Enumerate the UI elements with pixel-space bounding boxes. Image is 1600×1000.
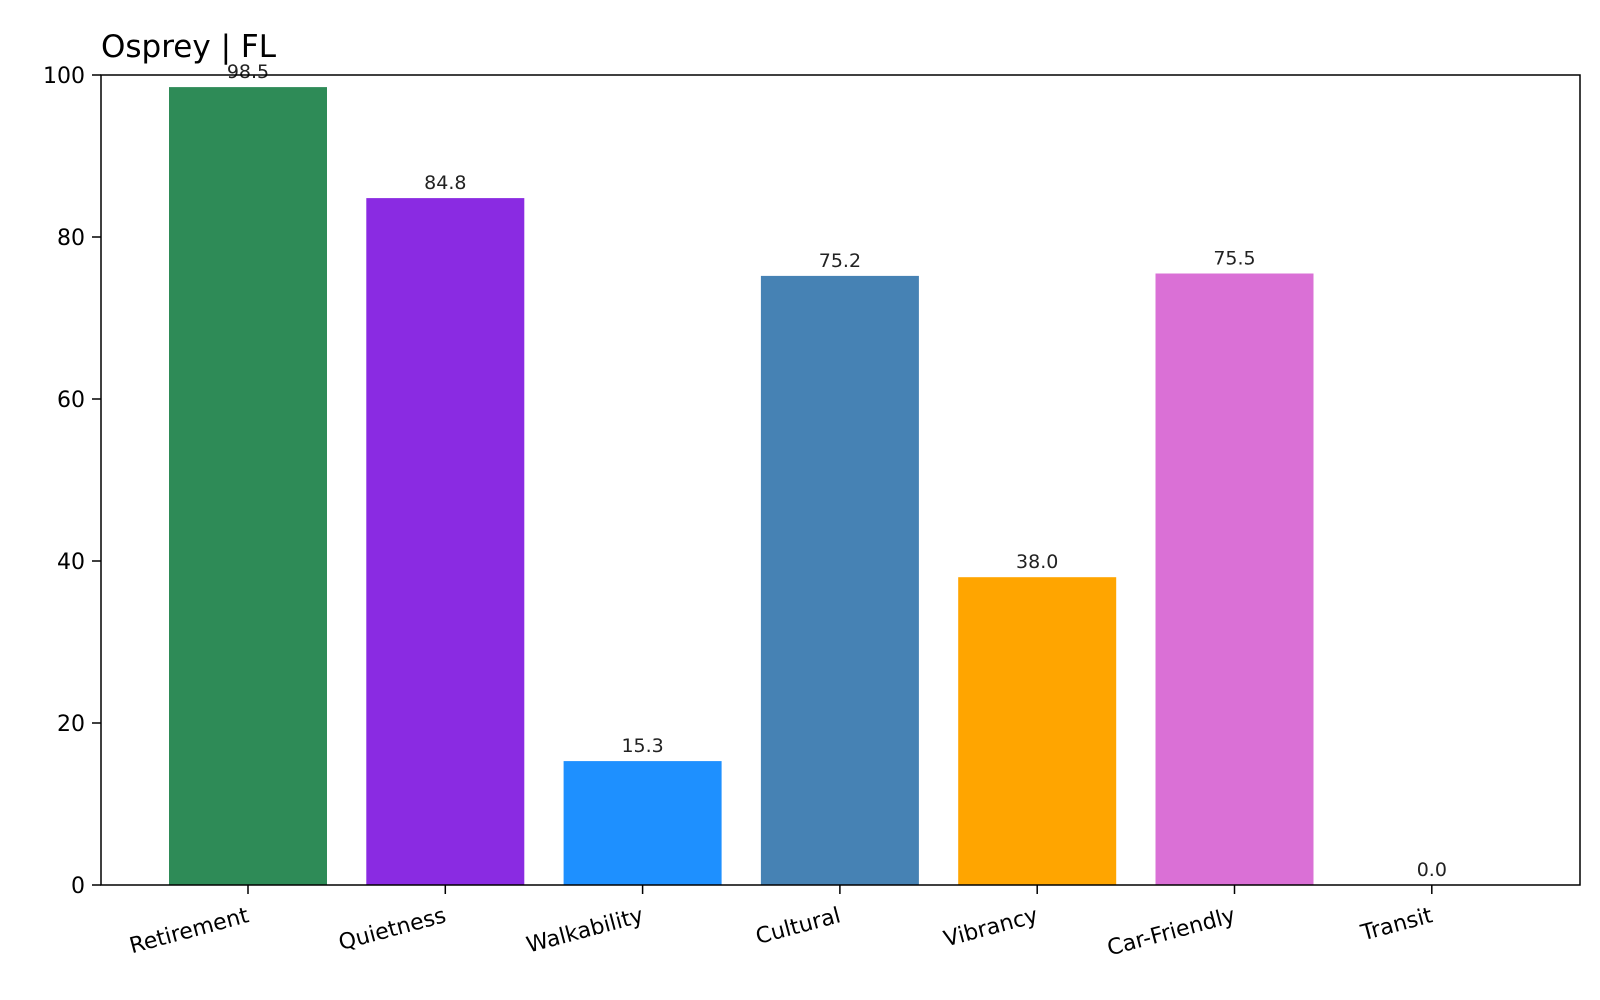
x-tick-label-transit: Transit: [1357, 903, 1435, 946]
x-tick-label-vibrancy: Vibrancy: [941, 903, 1040, 952]
bar-car-friendly: [1155, 273, 1314, 885]
bar-cultural: [760, 275, 919, 885]
y-tick-label: 100: [43, 64, 85, 89]
bar-value-label-quietness: 84.8: [424, 172, 466, 194]
bar-value-label-vibrancy: 38.0: [1016, 551, 1058, 573]
y-tick-label: 20: [57, 712, 85, 737]
bar-value-label-cultural: 75.2: [819, 250, 861, 272]
y-tick-label: 60: [57, 388, 85, 413]
y-tick-label: 0: [71, 874, 85, 899]
x-tick-label-cultural: Cultural: [753, 903, 843, 950]
chart-title: Osprey | FL: [101, 29, 277, 65]
bars-layer: [169, 87, 1314, 886]
x-tick-label-quietness: Quietness: [336, 903, 449, 956]
y-axis: 0 20 40 60 80 100: [43, 64, 101, 899]
x-tick-label-car-friendly: Car-Friendly: [1105, 903, 1238, 961]
x-axis: Retirement Quietness Walkability Cultural Vi…: [127, 885, 1436, 961]
y-tick-label: 40: [57, 550, 85, 575]
bar-value-label-retirement: 98.5: [227, 61, 269, 83]
bar-labels-layer: 98.5 84.8 15.3 75.2 38.0 75.5 0.0: [227, 61, 1447, 881]
bar-walkability: [563, 761, 722, 885]
y-tick-label: 80: [57, 226, 85, 251]
bar-vibrancy: [958, 577, 1117, 885]
x-tick-label-retirement: Retirement: [127, 903, 252, 959]
bar-value-label-car-friendly: 75.5: [1213, 248, 1255, 270]
bar-quietness: [366, 198, 525, 886]
bar-value-label-transit: 0.0: [1417, 859, 1447, 881]
bar-value-label-walkability: 15.3: [621, 735, 663, 757]
plot-frame: [100, 74, 1581, 886]
x-tick-label-walkability: Walkability: [524, 903, 646, 958]
bar-retirement: [169, 87, 327, 886]
